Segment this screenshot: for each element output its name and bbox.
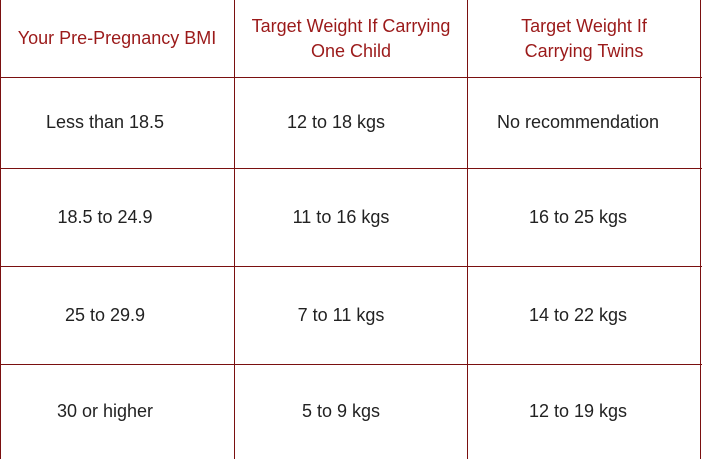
table-border-right <box>700 0 701 459</box>
table-cell-one-child: 7 to 11 kgs <box>297 304 385 325</box>
table-cell-one-child: 11 to 16 kgs <box>292 206 390 227</box>
table-cell-twins: 14 to 22 kgs <box>528 304 628 325</box>
column-divider-1 <box>234 0 235 459</box>
row-divider-2 <box>0 266 702 267</box>
table-cell-bmi: 18.5 to 24.9 <box>57 206 153 227</box>
row-divider-1 <box>0 168 702 169</box>
column-divider-2 <box>467 0 468 459</box>
table-cell-bmi: 25 to 29.9 <box>64 304 146 325</box>
table-cell-twins: No recommendation <box>496 112 660 133</box>
header-one-child: Target Weight If Carrying One Child <box>251 16 451 61</box>
row-divider-header <box>0 77 702 78</box>
table-cell-twins: 16 to 25 kgs <box>528 206 628 227</box>
table-border-left <box>0 0 1 459</box>
row-divider-3 <box>0 364 702 365</box>
table-cell-bmi: 30 or higher <box>56 401 154 422</box>
header-twins: Target Weight If Carrying Twins <box>521 16 647 61</box>
table-cell-twins: 12 to 19 kgs <box>528 401 628 422</box>
table-cell-bmi: Less than 18.5 <box>45 112 165 133</box>
header-bmi: Your Pre-Pregnancy BMI <box>17 28 217 49</box>
table-cell-one-child: 12 to 18 kgs <box>286 112 386 133</box>
table-cell-one-child: 5 to 9 kgs <box>301 401 381 422</box>
